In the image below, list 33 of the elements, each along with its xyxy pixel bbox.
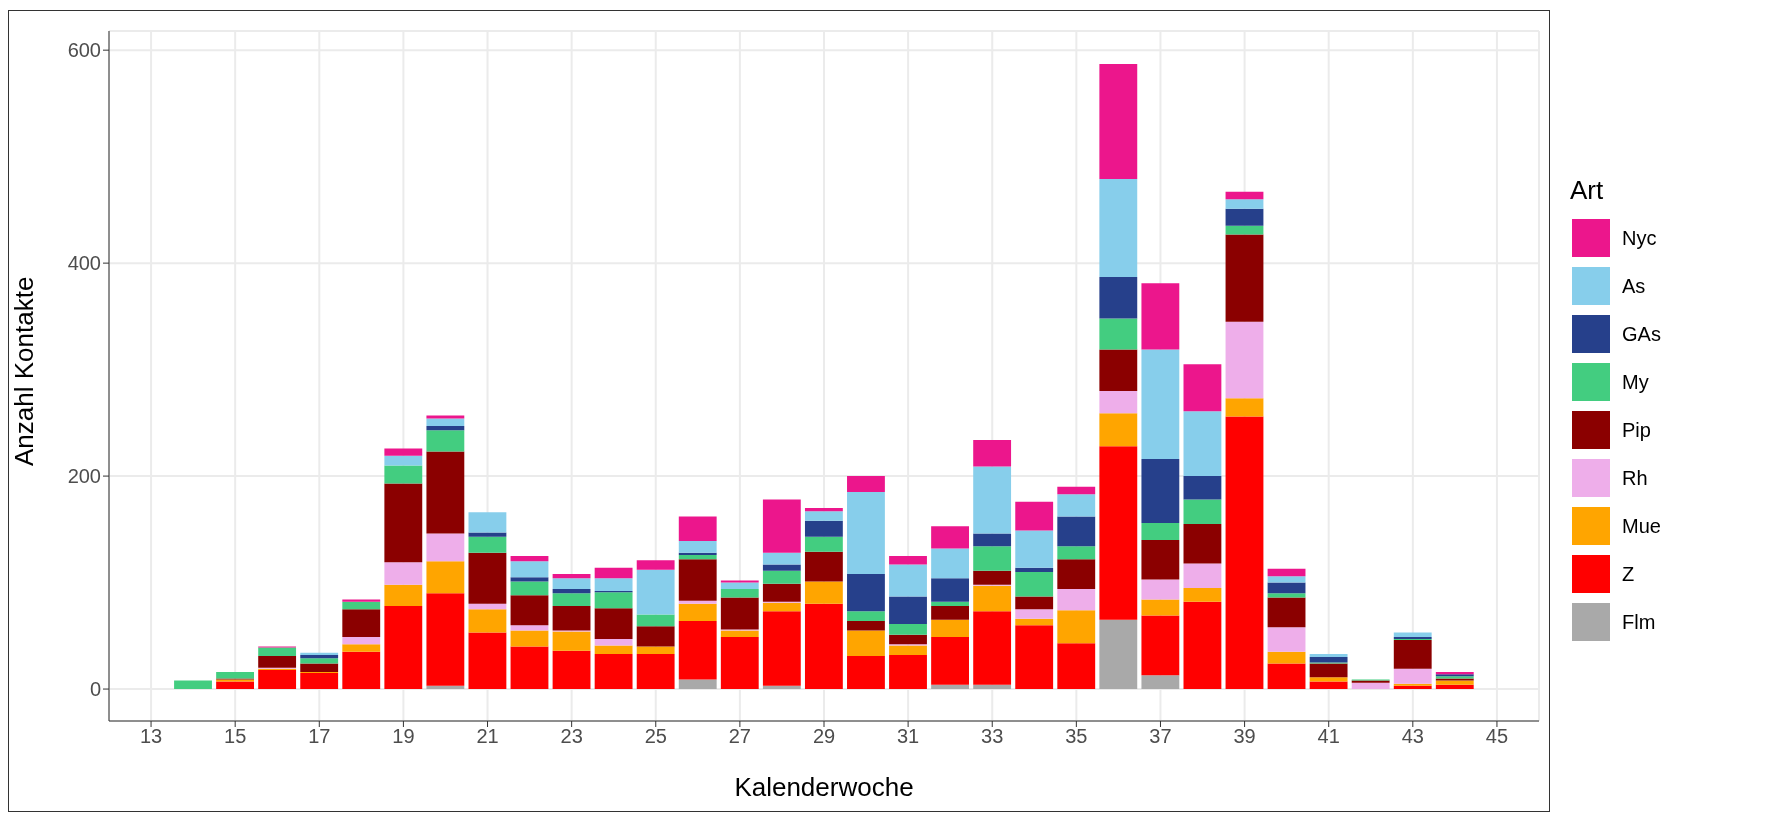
legend-label: Mue (1622, 514, 1661, 538)
legend-label: As (1622, 274, 1646, 298)
x-tick-label: 21 (476, 724, 499, 747)
x-tick-label: 35 (1065, 724, 1088, 747)
x-tick-label: 15 (224, 724, 247, 747)
x-tick-label: 25 (644, 724, 667, 747)
x-tick-label: 13 (139, 724, 163, 747)
legend-label: Rh (1622, 466, 1648, 490)
legend-label: Flm (1622, 610, 1656, 634)
legend-label: Z (1622, 562, 1635, 586)
x-tick-label: 29 (812, 724, 836, 747)
x-tick-label: 19 (392, 724, 415, 747)
x-tick-label: 33 (981, 724, 1004, 747)
y-axis-title: Anzahl Kontakte (9, 276, 40, 466)
x-tick-label: 27 (728, 724, 752, 747)
y-tick-label: 600 (67, 38, 101, 61)
x-tick-label: 23 (560, 724, 583, 747)
x-tick-label: 31 (896, 724, 920, 747)
legend-label: Pip (1622, 418, 1651, 442)
y-tick-label: 200 (67, 464, 101, 487)
x-tick-label: 39 (1233, 724, 1256, 747)
x-axis-title: Kalenderwoche (734, 771, 914, 802)
legend-title: Art (1570, 175, 1605, 206)
legend-label: My (1622, 370, 1649, 394)
x-tick-label: 41 (1317, 724, 1340, 747)
x-tick-label: 17 (308, 724, 331, 747)
x-tick-label: 37 (1149, 724, 1172, 747)
y-tick-label: 0 (89, 677, 101, 700)
x-tick-label: 45 (1485, 724, 1509, 747)
x-tick-label: 43 (1401, 724, 1424, 747)
y-tick-label: 400 (67, 251, 101, 274)
legend-label: Nyc (1622, 226, 1657, 250)
legend-label: GAs (1622, 322, 1661, 346)
